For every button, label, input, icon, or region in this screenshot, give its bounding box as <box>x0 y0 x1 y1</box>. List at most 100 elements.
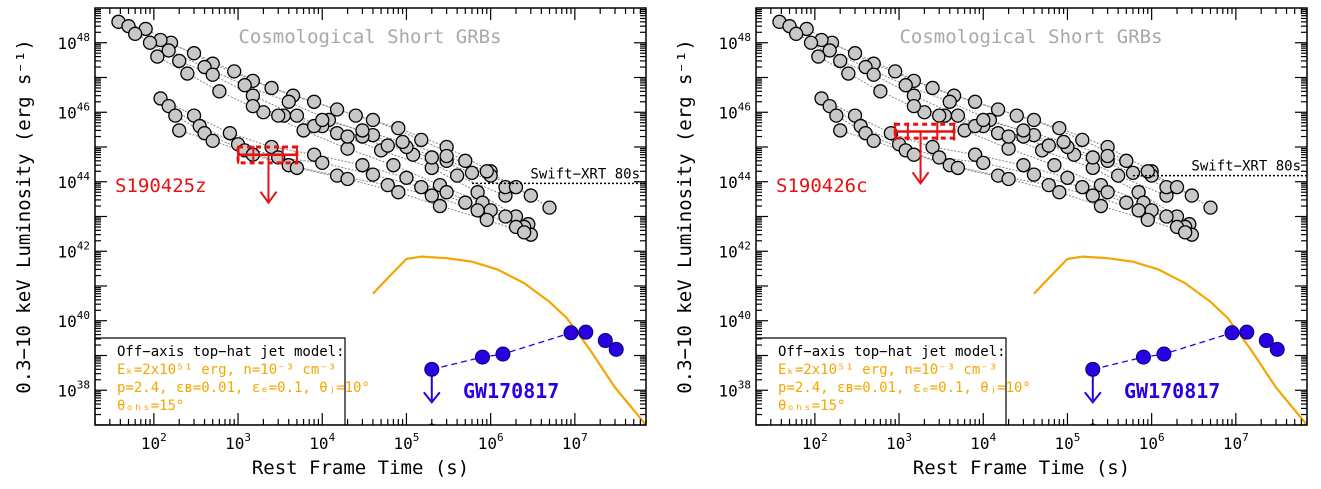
grb-data-point <box>1140 164 1155 179</box>
grb-data-point <box>395 134 410 150</box>
grb-data-point <box>340 171 355 187</box>
grb-data-point <box>898 78 913 93</box>
x-tick-label: 103 <box>225 431 251 453</box>
grb-data-point <box>1085 188 1100 203</box>
grb-data-point <box>829 108 844 123</box>
gw170817-data-point <box>495 346 511 362</box>
grb-data-point <box>967 94 983 109</box>
y-tick-label: 1048 <box>718 31 751 53</box>
x-axis-label: Rest Frame Time (s) <box>252 457 469 479</box>
x-tick-label: 102 <box>141 431 167 453</box>
grb-data-point <box>355 123 370 138</box>
grb-data-point <box>1119 153 1134 168</box>
grb-data-point <box>432 198 448 214</box>
grb-data-point <box>1093 198 1109 214</box>
y-axis-label: 0.3−10 keV Luminosity (erg s⁻¹) <box>674 39 696 394</box>
grb-data-point <box>841 66 856 81</box>
grb-data-point <box>1100 148 1115 164</box>
y-tick-label: 1044 <box>718 170 751 192</box>
grb-data-point <box>906 98 922 114</box>
right-luminosity-chart: Off−axis top−hat jet model: Eₖ=2x10⁵¹ erg… <box>674 7 1308 479</box>
grb-lightcurve-line <box>134 33 506 197</box>
grb-data-point <box>517 225 532 240</box>
grb-data-point <box>222 126 238 141</box>
gw170817-upper-limit-arrow-head <box>423 391 441 404</box>
grb-data-point <box>866 133 881 149</box>
grb-data-point <box>1041 177 1056 193</box>
grb-data-point <box>365 112 381 128</box>
grb-data-point <box>365 167 381 182</box>
gw170817-upper-limit-arrow-head <box>1084 391 1102 404</box>
grb-data-point <box>458 195 473 210</box>
grb-data-point <box>1001 129 1016 144</box>
grb-data-point <box>803 35 819 50</box>
gw170817-data-point <box>563 325 579 341</box>
swift-xrt-label: Swift−XRT 80s <box>530 166 640 182</box>
y-tick-label: 1044 <box>57 170 90 192</box>
x-tick-label: 105 <box>1055 431 1081 453</box>
y-tick-label: 1046 <box>718 100 751 122</box>
x-tick-label: 103 <box>886 431 912 453</box>
gw170817-data-point <box>1224 325 1240 341</box>
grb-data-point <box>1056 134 1071 150</box>
grb-data-point <box>237 78 252 93</box>
grb-data-point <box>439 185 454 200</box>
x-tick-label: 104 <box>309 431 335 453</box>
grb-data-point <box>925 139 940 155</box>
grb-data-point <box>205 133 220 149</box>
x-tick-label: 104 <box>970 431 996 453</box>
grb-data-point <box>340 129 355 144</box>
gw170817-data-point <box>608 341 624 357</box>
grb-data-point <box>424 188 439 203</box>
grb-data-point <box>458 153 473 168</box>
grb-data-point <box>180 66 195 81</box>
grb-data-point <box>399 170 414 185</box>
gw170817-data-point <box>1269 341 1285 357</box>
model-legend-viewing-angle: θₒₕₛ=15° <box>117 398 184 414</box>
y-tick-label: 1038 <box>718 378 751 400</box>
grb-data-point <box>1131 203 1146 218</box>
grb-data-point <box>464 165 480 181</box>
gw170817-data-point <box>597 333 613 349</box>
grb-data-point <box>1009 108 1024 123</box>
grb-data-point <box>906 147 922 162</box>
plot-area: Off−axis top−hat jet model: Eₖ=2x10⁵¹ erg… <box>756 14 1307 425</box>
grb-data-point <box>380 177 395 193</box>
grb-data-point <box>391 185 406 200</box>
grb-data-point <box>888 64 903 79</box>
model-legend-energy-density: Eₖ=2x10⁵¹ erg, n=10⁻³ cm⁻³ <box>117 362 336 378</box>
grb-data-point <box>212 84 227 99</box>
event-label: S190425z <box>115 175 207 197</box>
grb-data-point <box>1016 158 1031 173</box>
grb-data-point <box>932 108 947 123</box>
grb-data-point <box>925 80 940 96</box>
grb-lightcurve-line <box>789 25 1152 172</box>
grb-data-point <box>414 179 429 195</box>
grb-data-point <box>542 200 557 215</box>
x-tick-label: 106 <box>478 431 504 453</box>
grb-data-point <box>161 43 176 58</box>
grb-lightcurve-line <box>128 25 491 172</box>
grb-data-point <box>1075 132 1090 148</box>
grb-data-point <box>990 102 1006 117</box>
event-upper-limit-arrow-head <box>259 191 278 205</box>
model-legend-parameters: p=2.4, εʙ=0.01, εₑ=0.1, θⱼ=10° <box>778 380 1031 396</box>
grb-data-point <box>315 155 330 170</box>
grb-data-point <box>348 108 363 123</box>
model-legend-energy-density: Eₖ=2x10⁵¹ erg, n=10⁻³ cm⁻³ <box>778 362 997 378</box>
grb-data-point <box>1159 209 1174 224</box>
grb-data-point <box>424 150 439 165</box>
grb-data-point <box>1075 179 1090 195</box>
grb-data-point <box>1026 112 1042 128</box>
grb-data-point <box>932 150 947 165</box>
grb-data-point <box>1026 167 1042 182</box>
x-tick-label: 102 <box>802 431 828 453</box>
grb-data-point <box>1140 212 1155 228</box>
gw170817-data-point <box>578 324 594 340</box>
grb-data-point <box>329 102 345 117</box>
grb-data-point <box>1041 138 1056 153</box>
event-upper-limit-arrow-head <box>911 171 930 186</box>
grb-data-point <box>1085 150 1100 165</box>
gw170817-data-point <box>474 349 490 365</box>
grb-data-point <box>315 112 330 128</box>
